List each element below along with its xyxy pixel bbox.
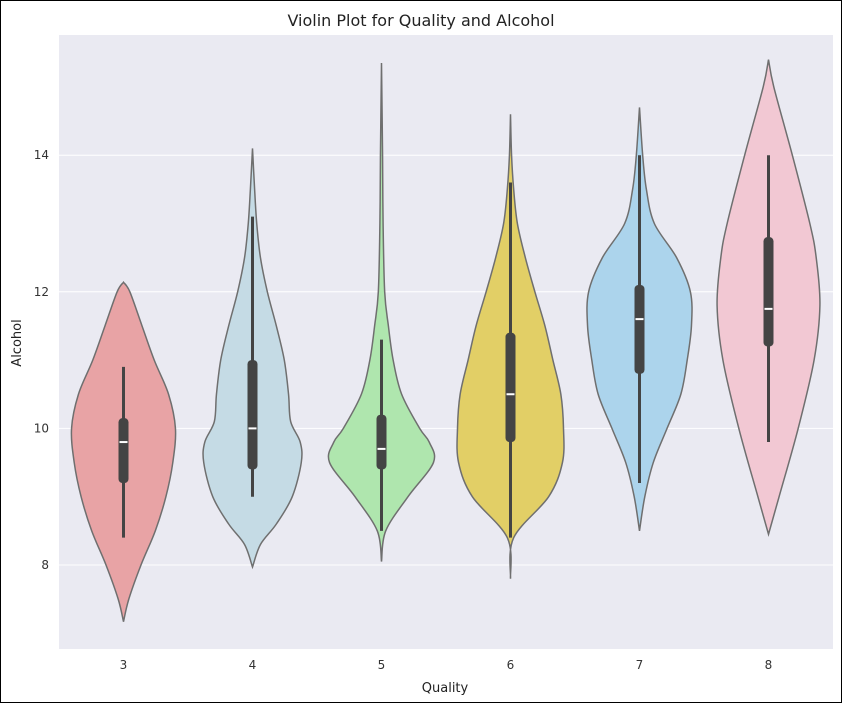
x-tick-label: 6 [507,658,515,672]
x-tick-label: 5 [378,658,386,672]
y-tick-label: 14 [34,148,49,162]
violin-3 [70,280,177,622]
y-tick-label: 12 [34,285,49,299]
iqr-box [634,284,645,374]
plot-area [59,35,833,649]
violin-body [327,62,436,562]
x-tick-label: 7 [636,658,644,672]
iqr-box [763,237,774,347]
violin-4 [202,148,303,570]
x-axis-label: Quality [422,681,469,696]
iqr-box [376,414,387,470]
y-axis-label: Alcohol [10,319,25,366]
chart-title: Violin Plot for Quality and Alcohol [287,11,554,30]
x-tick-label: 4 [249,658,257,672]
violin-7 [586,107,693,531]
violin-6 [456,114,565,579]
violin-8 [716,59,821,538]
x-tick-label: 8 [765,658,773,672]
x-tick-label: 3 [120,658,128,672]
violin-5 [327,62,436,562]
iqr-box [505,332,516,443]
iqr-box [247,360,258,470]
y-tick-label: 8 [41,558,49,572]
y-tick-label: 10 [34,421,49,435]
iqr-box [118,418,129,484]
